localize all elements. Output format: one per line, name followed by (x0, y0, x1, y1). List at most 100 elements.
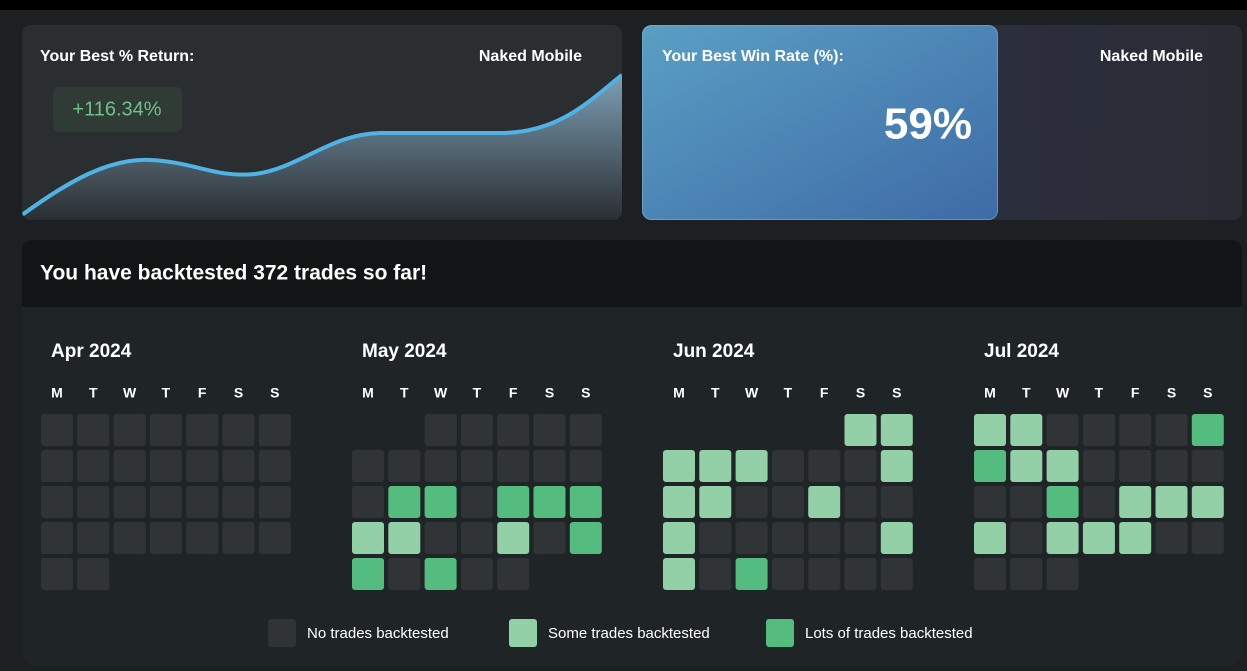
day-label: S (1167, 385, 1176, 401)
day-label: M (362, 385, 374, 401)
day-cell (41, 558, 73, 590)
day-cell (149, 522, 182, 554)
day-cell (735, 522, 768, 554)
day-cell (424, 558, 457, 590)
legend-swatch (766, 619, 794, 647)
day-label: T (1022, 385, 1031, 401)
day-label: W (434, 385, 448, 401)
day-cell (699, 486, 732, 518)
day-cell (974, 522, 1006, 554)
day-cell (533, 522, 566, 554)
legend-swatch (268, 619, 296, 647)
day-cell (113, 414, 146, 446)
month-title: Jul 2024 (984, 341, 1059, 362)
day-cell (460, 414, 493, 446)
day-cell (460, 450, 493, 482)
day-label: T (784, 385, 793, 401)
day-cell (352, 486, 384, 518)
legend-label: No trades backtested (307, 625, 449, 642)
day-cell (1119, 522, 1152, 554)
day-cell (41, 414, 73, 446)
day-cell (352, 450, 384, 482)
day-cell (735, 450, 768, 482)
day-cell (569, 450, 602, 482)
day-cell (1119, 486, 1152, 518)
day-cell (844, 558, 877, 590)
day-cell (974, 450, 1006, 482)
day-cell (1046, 486, 1079, 518)
day-label: W (123, 385, 137, 401)
day-cell (497, 414, 530, 446)
day-cell (974, 414, 1006, 446)
day-label: F (198, 385, 207, 401)
day-cell (497, 558, 530, 590)
day-cell (1082, 486, 1115, 518)
day-cell (149, 486, 182, 518)
day-cell (880, 486, 913, 518)
return-area (22, 75, 622, 220)
day-cell (1191, 522, 1224, 554)
day-cell (77, 486, 110, 518)
day-label: M (51, 385, 63, 401)
day-cell (569, 414, 602, 446)
day-cell (1155, 414, 1188, 446)
day-cell (258, 414, 291, 446)
day-cell (663, 558, 695, 590)
day-cell (569, 522, 602, 554)
day-label: T (162, 385, 171, 401)
day-cell (424, 414, 457, 446)
legend-label: Lots of trades backtested (805, 625, 973, 642)
day-cell (1010, 450, 1043, 482)
day-cell (771, 450, 804, 482)
day-cell (388, 486, 421, 518)
day-cell (186, 522, 219, 554)
day-cell (460, 522, 493, 554)
calendar-header (22, 240, 1242, 307)
day-cell (1082, 450, 1115, 482)
day-cell (222, 414, 255, 446)
legend-swatch (509, 619, 537, 647)
day-cell (186, 486, 219, 518)
day-cell (113, 486, 146, 518)
day-cell (424, 450, 457, 482)
day-cell (1010, 414, 1043, 446)
day-label: S (234, 385, 243, 401)
day-cell (699, 522, 732, 554)
day-cell (77, 558, 110, 590)
day-cell (388, 522, 421, 554)
day-cell (222, 486, 255, 518)
day-cell (41, 486, 73, 518)
day-label: S (545, 385, 554, 401)
day-label: S (270, 385, 279, 401)
day-cell (113, 450, 146, 482)
day-label: T (1095, 385, 1104, 401)
winrate-value: 59% (884, 100, 972, 149)
day-cell (844, 414, 877, 446)
day-label: T (400, 385, 409, 401)
day-cell (497, 522, 530, 554)
day-cell (735, 558, 768, 590)
day-cell (663, 450, 695, 482)
day-cell (222, 522, 255, 554)
day-cell (1010, 486, 1043, 518)
day-cell (1155, 486, 1188, 518)
day-cell (388, 558, 421, 590)
day-cell (1191, 450, 1224, 482)
day-cell (663, 522, 695, 554)
day-cell (460, 486, 493, 518)
day-label: F (509, 385, 518, 401)
day-label: S (581, 385, 590, 401)
day-cell (880, 450, 913, 482)
day-cell (808, 558, 841, 590)
day-cell (735, 486, 768, 518)
day-cell (533, 450, 566, 482)
day-label: T (711, 385, 720, 401)
day-cell (808, 486, 841, 518)
day-cell (844, 486, 877, 518)
day-cell (533, 414, 566, 446)
day-cell (352, 522, 384, 554)
day-cell (149, 414, 182, 446)
day-cell (258, 450, 291, 482)
